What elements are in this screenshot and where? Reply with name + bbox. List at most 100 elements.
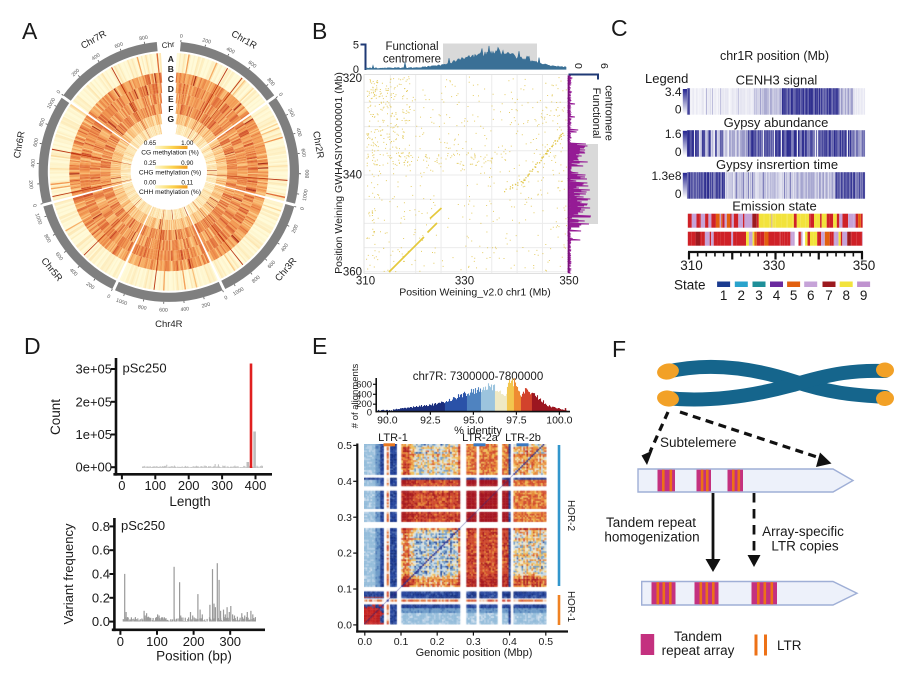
svg-text:pSc250: pSc250 xyxy=(121,518,165,533)
svg-text:1.00: 1.00 xyxy=(181,140,194,147)
svg-text:E: E xyxy=(312,333,327,359)
svg-text:600: 600 xyxy=(33,138,41,148)
svg-text:0.11: 0.11 xyxy=(181,180,193,187)
svg-text:1.3e8: 1.3e8 xyxy=(651,169,681,183)
svg-text:Chr2R: Chr2R xyxy=(310,130,326,159)
svg-text:Emission state: Emission state xyxy=(732,199,817,214)
svg-text:HOR-1: HOR-1 xyxy=(565,591,576,623)
svg-text:800: 800 xyxy=(42,233,51,244)
svg-text:400: 400 xyxy=(280,243,290,254)
svg-text:200: 200 xyxy=(201,37,211,45)
svg-text:0.1: 0.1 xyxy=(337,584,352,596)
svg-text:100: 100 xyxy=(146,634,168,649)
svg-text:Tandem: Tandem xyxy=(674,629,722,644)
svg-text:0: 0 xyxy=(353,64,359,76)
svg-text:300: 300 xyxy=(219,634,241,649)
svg-text:1000: 1000 xyxy=(115,298,128,308)
svg-text:100: 100 xyxy=(144,478,166,493)
svg-text:D: D xyxy=(168,84,174,94)
svg-text:0.25: 0.25 xyxy=(144,160,157,167)
svg-text:95.0: 95.0 xyxy=(463,415,484,427)
svg-text:centromere: centromere xyxy=(383,54,441,66)
svg-text:800: 800 xyxy=(137,304,147,312)
svg-text:0e+00: 0e+00 xyxy=(75,460,112,475)
svg-text:340: 340 xyxy=(343,170,362,182)
svg-text:B: B xyxy=(168,64,174,74)
svg-text:A: A xyxy=(168,54,174,64)
svg-text:1.6: 1.6 xyxy=(665,127,682,141)
svg-text:3e+05: 3e+05 xyxy=(75,362,112,377)
svg-text:0.8: 0.8 xyxy=(92,519,110,534)
svg-text:0: 0 xyxy=(675,187,682,201)
svg-text:0.3: 0.3 xyxy=(466,636,481,648)
svg-text:Chr3R: Chr3R xyxy=(273,256,299,284)
svg-text:LTR-1: LTR-1 xyxy=(378,432,408,444)
svg-text:800: 800 xyxy=(139,35,149,43)
svg-text:0: 0 xyxy=(367,408,372,419)
svg-text:0.0: 0.0 xyxy=(357,636,372,648)
svg-text:800: 800 xyxy=(38,117,47,127)
svg-text:Count: Count xyxy=(48,399,63,435)
svg-text:Functional: Functional xyxy=(385,41,438,53)
svg-text:0.2: 0.2 xyxy=(92,590,110,605)
svg-text:Tandem repeat: Tandem repeat xyxy=(606,515,696,530)
svg-text:CHG methylation (%): CHG methylation (%) xyxy=(139,169,201,176)
svg-text:A: A xyxy=(22,18,38,44)
svg-text:3.4: 3.4 xyxy=(665,85,682,99)
svg-text:1: 1 xyxy=(720,288,728,303)
svg-text:Chr: Chr xyxy=(161,40,175,51)
svg-text:B: B xyxy=(312,18,327,44)
svg-text:0.3: 0.3 xyxy=(337,512,352,524)
svg-text:LTR-2b: LTR-2b xyxy=(505,432,541,444)
svg-text:2e+05: 2e+05 xyxy=(75,394,112,409)
svg-text:4: 4 xyxy=(773,288,781,303)
svg-text:300: 300 xyxy=(211,478,233,493)
svg-text:200: 200 xyxy=(291,224,300,234)
svg-text:330: 330 xyxy=(763,258,786,273)
svg-text:200: 200 xyxy=(356,399,372,410)
svg-text:90.0: 90.0 xyxy=(377,415,398,427)
svg-text:400: 400 xyxy=(91,52,102,62)
svg-text:0.4: 0.4 xyxy=(337,476,352,488)
svg-text:C: C xyxy=(168,74,174,84)
svg-text:9: 9 xyxy=(860,288,868,303)
svg-text:200: 200 xyxy=(183,634,205,649)
svg-text:2: 2 xyxy=(738,288,746,303)
svg-text:Chr4R: Chr4R xyxy=(155,319,183,330)
svg-text:0.65: 0.65 xyxy=(144,140,157,147)
svg-text:6: 6 xyxy=(598,63,610,69)
svg-text:0: 0 xyxy=(56,89,63,95)
svg-text:0: 0 xyxy=(31,204,38,208)
svg-text:% identity: % identity xyxy=(454,425,502,437)
svg-text:0: 0 xyxy=(572,63,584,69)
svg-text:F: F xyxy=(612,336,626,362)
svg-text:400: 400 xyxy=(68,267,78,277)
svg-text:330: 330 xyxy=(455,276,474,288)
svg-text:Position Weining GWHASIY000000: Position Weining GWHASIY00000001 (Mb) xyxy=(333,72,345,274)
svg-text:400: 400 xyxy=(294,127,302,137)
svg-text:Length: Length xyxy=(169,494,210,509)
svg-text:G: G xyxy=(167,114,174,124)
svg-text:0: 0 xyxy=(118,478,125,493)
svg-text:600: 600 xyxy=(54,251,64,262)
svg-text:7: 7 xyxy=(825,288,833,303)
svg-text:0: 0 xyxy=(299,207,306,211)
svg-text:400: 400 xyxy=(30,159,37,168)
svg-text:0: 0 xyxy=(117,634,124,649)
svg-text:0.0: 0.0 xyxy=(337,620,352,632)
svg-text:0.5: 0.5 xyxy=(538,636,553,648)
svg-text:0: 0 xyxy=(224,295,229,302)
svg-text:CHH methylation (%): CHH methylation (%) xyxy=(139,189,201,196)
svg-text:360: 360 xyxy=(343,267,362,279)
svg-text:State: State xyxy=(674,278,706,293)
svg-text:0.4: 0.4 xyxy=(92,567,110,582)
svg-text:0: 0 xyxy=(277,92,284,98)
svg-text:800: 800 xyxy=(265,77,275,88)
svg-text:600: 600 xyxy=(159,307,168,313)
svg-text:600: 600 xyxy=(267,260,277,271)
svg-text:5: 5 xyxy=(790,288,798,303)
svg-text:100.0: 100.0 xyxy=(546,415,572,427)
svg-text:Chr7R: Chr7R xyxy=(79,28,108,51)
svg-text:1000: 1000 xyxy=(46,97,57,110)
svg-text:Position (bp): Position (bp) xyxy=(156,649,232,664)
